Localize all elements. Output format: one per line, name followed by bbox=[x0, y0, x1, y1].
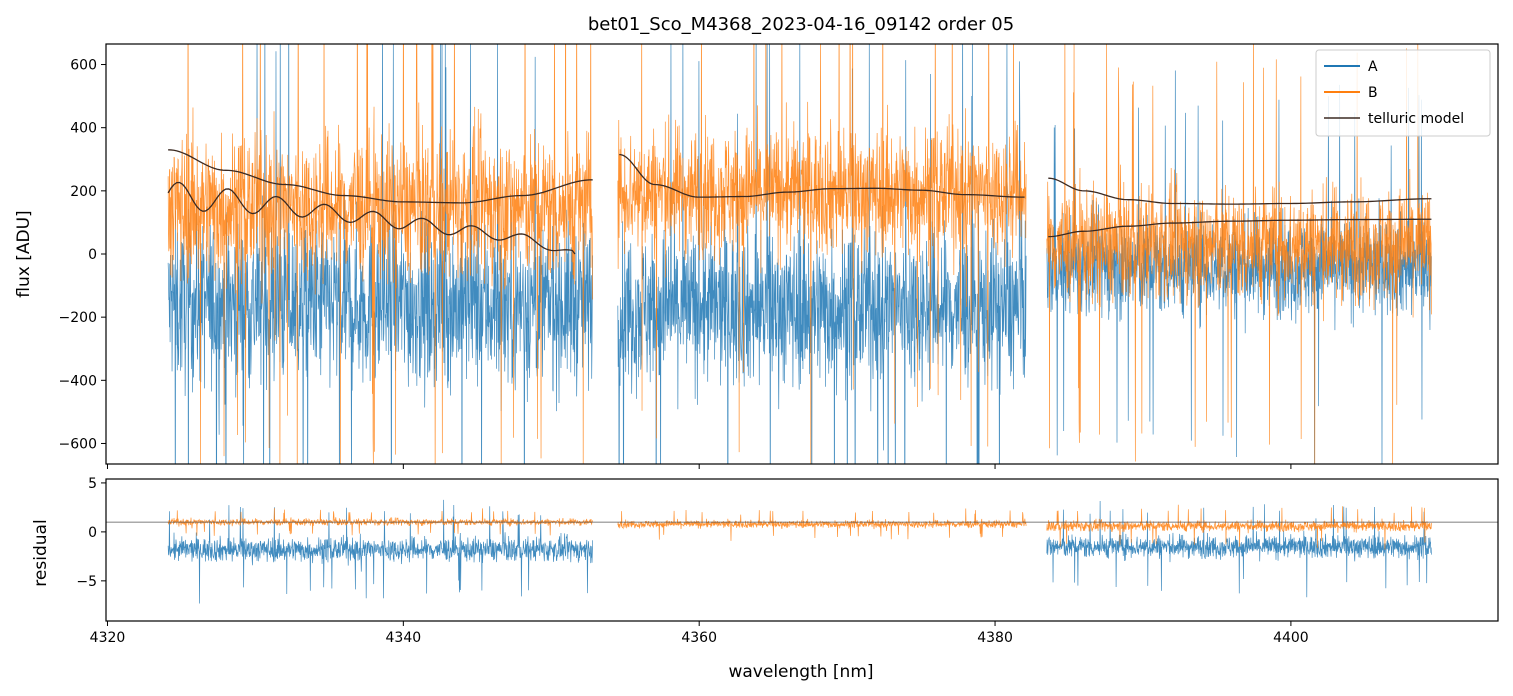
x-tick-label: 4320 bbox=[90, 630, 126, 646]
flux-y-tick-label: 400 bbox=[70, 121, 97, 137]
flux-x-ticks bbox=[106, 464, 1292, 469]
legend: A B telluric model bbox=[1315, 49, 1491, 137]
flux-panel: −600 −400 −200 0 200 400 600 flux [ADU] A B te… bbox=[14, 43, 1499, 469]
telluric-model-curve-5 bbox=[1048, 218, 1432, 238]
flux-series-b-segment-1-line bbox=[167, 44, 594, 464]
residual-series-a-segment-1 bbox=[167, 499, 594, 604]
residual-y-axis-label: residual bbox=[31, 519, 51, 586]
legend-label-b: B bbox=[1368, 85, 1378, 101]
legend-label-telluric: telluric model bbox=[1368, 111, 1464, 127]
residual-axes-frame bbox=[105, 478, 1499, 622]
flux-y-tick-label: −600 bbox=[59, 436, 97, 452]
residual-series-b-segment-3-line bbox=[1046, 504, 1432, 550]
flux-series-b-segment-1 bbox=[167, 44, 594, 464]
residual-series-a-segment-3-line bbox=[1046, 500, 1432, 598]
x-axis-label: wavelength [nm] bbox=[728, 662, 873, 682]
figure-title: bet01_Sco_M4368_2023-04-16_09142 order 0… bbox=[588, 14, 1014, 35]
residual-series-a-segment-3 bbox=[1046, 500, 1432, 598]
flux-y-tick-label: 600 bbox=[70, 58, 97, 74]
legend-box bbox=[1315, 49, 1491, 137]
x-tick-label: 4400 bbox=[1273, 630, 1309, 646]
x-tick-label: 4360 bbox=[681, 630, 717, 646]
flux-series-b-segment-2-line bbox=[617, 44, 1027, 464]
residual-y-ticks: −5 0 5 bbox=[76, 476, 106, 590]
residual-y-tick-label: −5 bbox=[76, 574, 97, 590]
residual-series-a-segment-1-line bbox=[167, 499, 594, 604]
flux-y-tick-label: 0 bbox=[88, 247, 97, 263]
residual-series-b-segment-2-line bbox=[617, 508, 1027, 541]
residual-series-b-segment-3 bbox=[1046, 504, 1432, 550]
x-tick-label: 4380 bbox=[977, 630, 1013, 646]
telluric-model-curve-1 bbox=[168, 149, 593, 204]
flux-series-b-segment-2 bbox=[617, 44, 1027, 464]
flux-y-tick-label: −400 bbox=[59, 373, 97, 389]
legend-label-a: A bbox=[1368, 59, 1378, 75]
telluric-model-curve-2 bbox=[167, 181, 576, 255]
telluric-model-curve-3 bbox=[619, 153, 1025, 198]
flux-series-a-segment-2 bbox=[617, 44, 1027, 464]
flux-y-tick-label: 200 bbox=[70, 184, 97, 200]
flux-y-ticks: −600 −400 −200 0 200 400 600 bbox=[59, 58, 106, 452]
flux-series-b-segment-3-line bbox=[1046, 44, 1432, 464]
residual-y-tick-label: 5 bbox=[88, 476, 97, 492]
telluric-model-curve-4 bbox=[1048, 177, 1432, 205]
flux-data-area bbox=[167, 44, 1432, 464]
x-tick-label: 4340 bbox=[386, 630, 422, 646]
residual-series-b-segment-2 bbox=[617, 508, 1027, 541]
residual-data-area bbox=[106, 499, 1498, 604]
flux-series-a-segment-2-line bbox=[617, 44, 1027, 464]
residual-x-ticks: 4320 4340 4360 4380 4400 bbox=[90, 621, 1309, 646]
residual-y-tick-label: 0 bbox=[88, 525, 97, 541]
flux-series-b-segment-3 bbox=[1046, 44, 1432, 464]
flux-y-tick-label: −200 bbox=[59, 310, 97, 326]
flux-y-axis-label: flux [ADU] bbox=[14, 210, 34, 297]
residual-panel: −5 0 5 4320 4340 4360 4380 4400 residual bbox=[31, 476, 1499, 646]
